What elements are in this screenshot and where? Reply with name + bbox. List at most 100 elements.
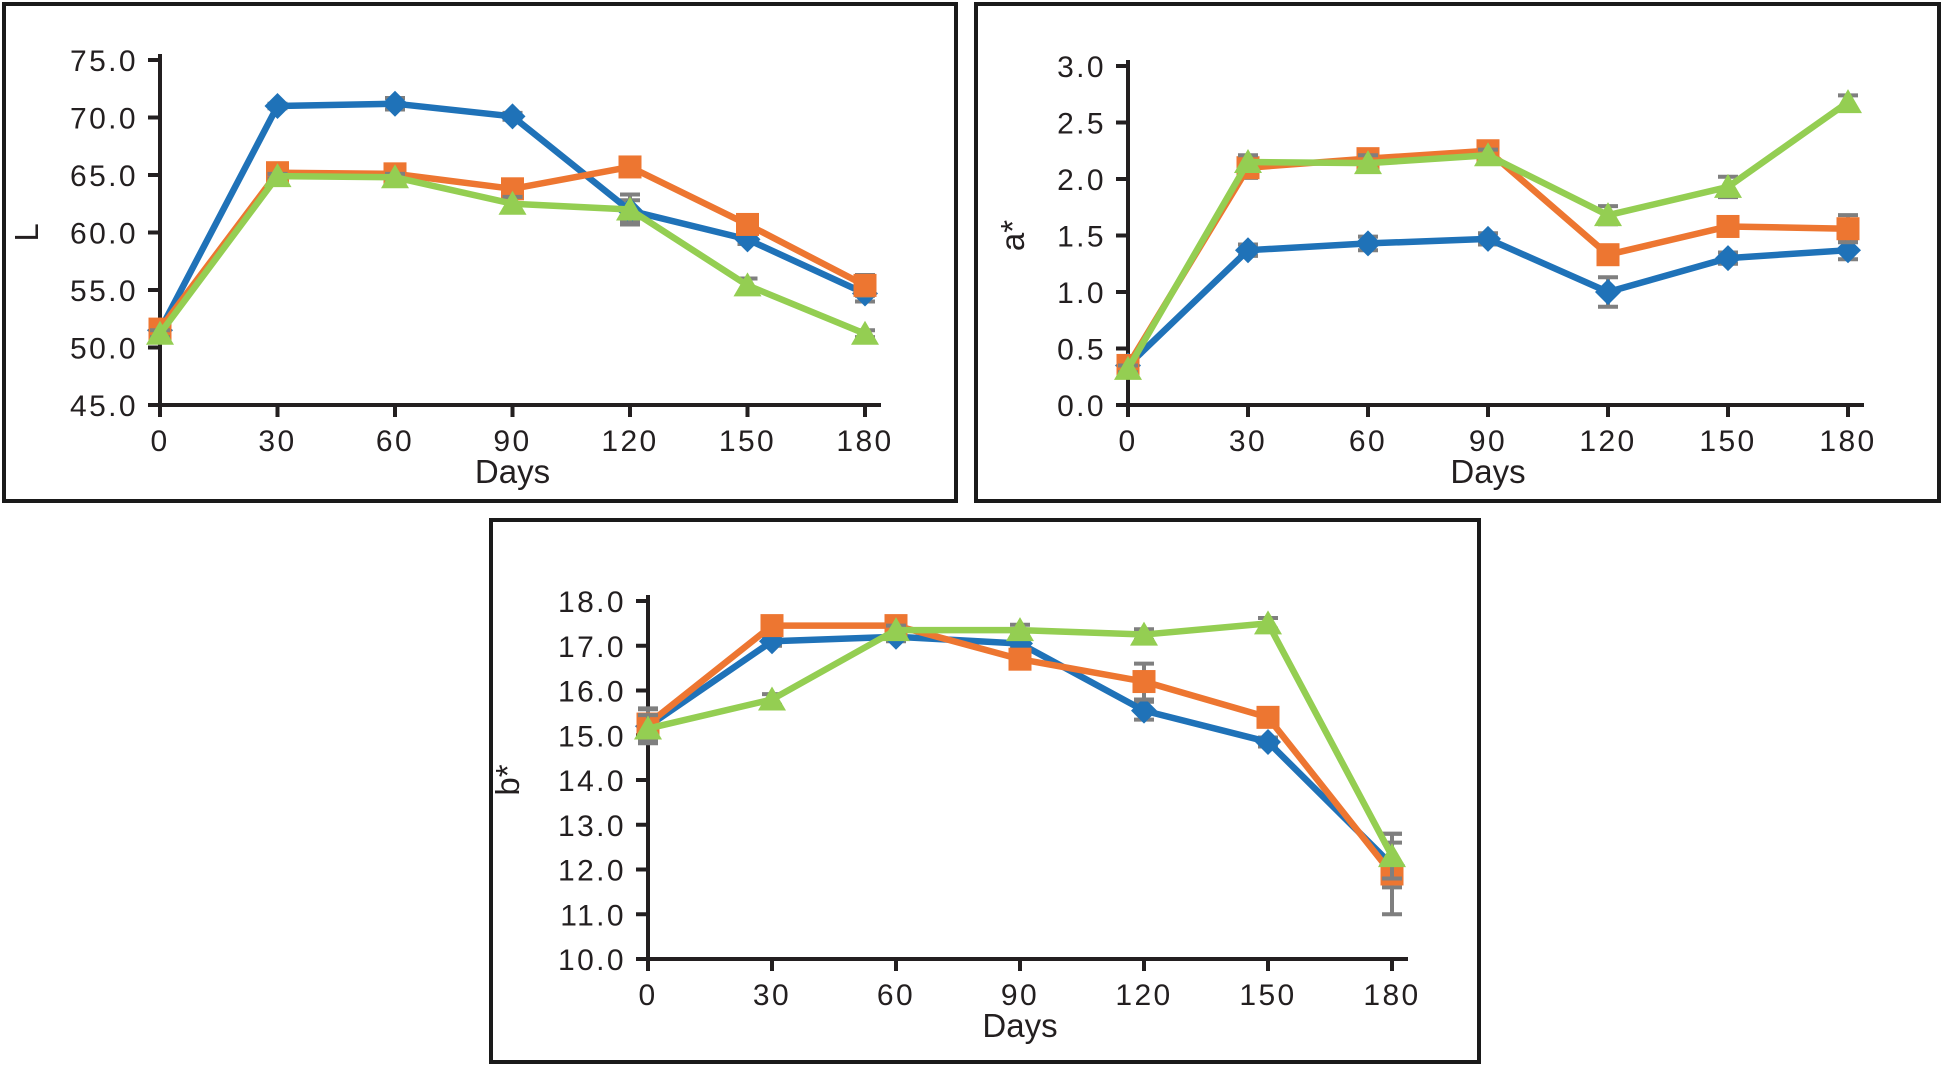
x-tick-label: 150	[1239, 979, 1296, 1012]
y-tick-label: 15.0	[558, 720, 626, 753]
y-axis-title: b*	[493, 764, 526, 795]
chart-L-plot: 45.0 50.0 55.0 60.0 65.0 70.0 75.0 0 30 60 90 120 15…	[8, 45, 893, 490]
x-tick-label: 180	[836, 425, 893, 458]
y-tick-label: 55.0	[70, 275, 138, 308]
marker-green-triangle-day90	[1474, 142, 1502, 167]
marker-blue-diamond-day30	[264, 93, 291, 119]
marker-green-triangle-day120	[1130, 621, 1158, 646]
marker-orange-square-day120	[618, 155, 642, 179]
y-axis-title: a*	[994, 220, 1031, 251]
marker-orange-square-day90	[1008, 647, 1032, 671]
marker-blue-diamond-day60	[1355, 230, 1381, 257]
x-tick-label: 60	[1349, 425, 1387, 458]
x-tick-label: 150	[1699, 425, 1756, 458]
x-axis-title: Days	[1450, 453, 1525, 490]
marker-green-triangle-day150	[1714, 173, 1742, 198]
marker-green-triangle-day180	[1378, 843, 1406, 868]
y-tick-label: 18.0	[558, 586, 626, 619]
marker-green-triangle-day150	[733, 272, 762, 297]
marker-green-triangle-day30	[1234, 149, 1262, 174]
y-tick-label: 3.0	[1057, 51, 1106, 84]
y-tick-label: 10.0	[558, 944, 626, 977]
x-tick-label: 120	[1115, 979, 1172, 1012]
x-axis-title: Days	[982, 1007, 1057, 1044]
markers-green-triangle	[1114, 89, 1862, 380]
marker-green-triangle-day180	[1834, 89, 1862, 114]
marker-blue-diamond-day150	[1715, 245, 1741, 272]
x-tick-label: 0	[638, 979, 657, 1012]
marker-orange-square-day150	[1256, 705, 1280, 729]
marker-green-triangle-day60	[381, 164, 409, 189]
marker-blue-diamond-day150	[1255, 728, 1281, 755]
y-tick-label: 13.0	[558, 810, 626, 843]
marker-green-triangle-day150	[1254, 610, 1282, 635]
marker-green-triangle-day0	[1114, 355, 1142, 380]
marker-green-triangle-day0	[634, 715, 662, 740]
marker-green-triangle-day180	[851, 320, 879, 345]
y-tick-label: 16.0	[558, 676, 626, 709]
y-tick-label: 12.0	[558, 855, 626, 888]
y-axis-title: L	[8, 223, 45, 241]
marker-orange-square-day150	[736, 212, 759, 236]
y-tick-label: 45.0	[70, 390, 138, 423]
y-tick-label: 70.0	[70, 103, 138, 136]
marker-green-triangle-day90	[498, 190, 527, 215]
y-tick-label: 2.0	[1057, 164, 1106, 197]
chart-panel-a-star: 0.0 0.5 1.0 1.5 2.0 2.5 3.0 0 30 60 90 120 150 180 Day…	[974, 2, 1941, 503]
y-tick-label: 11.0	[560, 899, 626, 932]
marker-green-triangle-day60	[882, 617, 910, 642]
x-tick-label: 30	[258, 425, 296, 458]
chart-L-y-ticks: 45.0 50.0 55.0 60.0 65.0 70.0 75.0	[70, 45, 160, 423]
x-tick-label: 150	[719, 425, 776, 458]
marker-green-triangle-day120	[616, 196, 644, 221]
x-tick-label: 120	[601, 425, 658, 458]
marker-green-triangle-day90	[1006, 617, 1034, 642]
y-tick-label: 1.5	[1057, 221, 1106, 254]
markers-blue-diamond	[147, 90, 878, 344]
marker-green-triangle-day30	[758, 686, 786, 711]
x-tick-label: 0	[150, 425, 169, 458]
x-tick-label: 180	[1819, 425, 1876, 458]
x-tick-label: 60	[376, 425, 414, 458]
y-tick-label: 17.0	[558, 631, 626, 664]
y-tick-label: 14.0	[558, 765, 626, 798]
x-tick-label: 90	[493, 425, 531, 458]
chart-b-x-ticks: 0 30 60 90 120 150 180	[638, 959, 1420, 1012]
marker-green-triangle-day60	[1354, 150, 1382, 175]
x-tick-label: 180	[1363, 979, 1420, 1012]
chart-b-y-ticks: 10.0 11.0 12.0 13.0 14.0 15.0 16.0 17.0 18.0	[558, 586, 648, 977]
x-tick-label: 90	[1469, 425, 1507, 458]
errorbars-blue-diamond	[1118, 231, 1858, 371]
markers-green-triangle	[146, 163, 879, 345]
marker-green-triangle-day120	[1594, 202, 1622, 227]
marker-orange-square-day90	[501, 177, 524, 201]
y-tick-label: 0.0	[1057, 390, 1106, 423]
chart-a-star-plot: 0.0 0.5 1.0 1.5 2.0 2.5 3.0 0 30 60 90 120 150 180 Day…	[994, 51, 1876, 490]
chart-b-star-plot: 10.0 11.0 12.0 13.0 14.0 15.0 16.0 17.0 18.0 0 30 6…	[493, 586, 1420, 1044]
marker-orange-square-day30	[760, 614, 784, 638]
chart-panel-b-star: 10.0 11.0 12.0 13.0 14.0 15.0 16.0 17.0 18.0 0 30 6…	[489, 518, 1481, 1064]
y-tick-label: 75.0	[70, 45, 138, 78]
y-tick-label: 0.5	[1057, 334, 1106, 367]
x-tick-label: 120	[1579, 425, 1636, 458]
marker-orange-square-day120	[1596, 243, 1620, 267]
y-tick-label: 50.0	[70, 333, 138, 366]
y-tick-label: 60.0	[70, 218, 138, 251]
chart-a-y-ticks: 0.0 0.5 1.0 1.5 2.0 2.5 3.0	[1057, 51, 1128, 423]
marker-blue-diamond-day120	[1595, 279, 1621, 305]
markers-blue-diamond	[1115, 225, 1861, 379]
marker-blue-diamond-day120	[1131, 697, 1157, 724]
marker-blue-diamond-day30	[1235, 237, 1261, 264]
chart-L-x-ticks: 0 30 60 90 120 150 180	[150, 405, 893, 458]
markers-green-triangle	[634, 610, 1406, 868]
x-tick-label: 30	[1229, 425, 1267, 458]
marker-blue-diamond-day90	[1475, 225, 1501, 252]
series-line-blue-diamond	[646, 633, 1395, 868]
x-axis-title: Days	[475, 453, 550, 490]
marker-orange-square-day150	[1716, 214, 1740, 238]
marker-green-triangle-day30	[263, 163, 292, 188]
marker-orange-square-day120	[1132, 670, 1156, 694]
errorbars-blue-diamond	[150, 95, 875, 336]
chart-panel-L: 45.0 50.0 55.0 60.0 65.0 70.0 75.0 0 30 60 90 120 15…	[2, 2, 958, 503]
marker-green-triangle-day0	[146, 320, 174, 345]
